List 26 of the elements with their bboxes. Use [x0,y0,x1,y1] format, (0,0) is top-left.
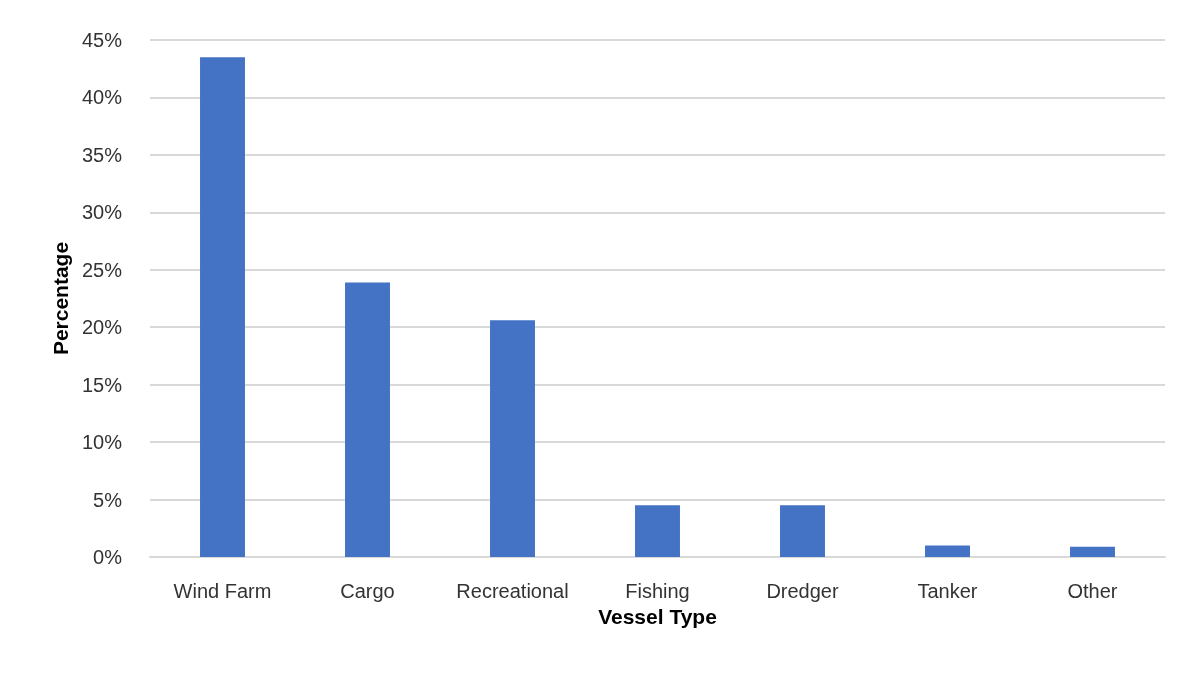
x-tick-label: Fishing [625,580,690,602]
y-tick-label: 40% [81,86,123,109]
x-tick-label: Cargo [340,580,395,602]
x-tick-label: Wind Farm [173,580,272,602]
bar [490,320,535,557]
y-axis-title: Percentage [49,241,73,356]
y-tick-label: 35% [81,143,123,166]
x-tick-label: Other [1067,580,1118,602]
y-tick-label: 0% [93,546,123,568]
x-axis-title: Vessel Type [598,604,717,628]
y-tick-label: 25% [81,258,123,281]
bar [345,282,390,557]
bar [925,545,970,557]
y-tick-label: 15% [81,373,123,396]
y-tick-label: 10% [81,431,123,454]
bar [200,57,245,557]
bar [635,505,680,557]
y-tick-label: 20% [81,316,123,339]
x-tick-label: Recreational [456,580,569,602]
y-tick-label: 45% [81,29,123,51]
x-tick-label: Dredger [766,580,839,602]
bar [780,505,825,557]
x-tick-label: Tanker [917,580,978,602]
y-tick-label: 5% [93,488,123,511]
y-tick-label: 30% [81,201,123,224]
bar [1070,546,1115,557]
